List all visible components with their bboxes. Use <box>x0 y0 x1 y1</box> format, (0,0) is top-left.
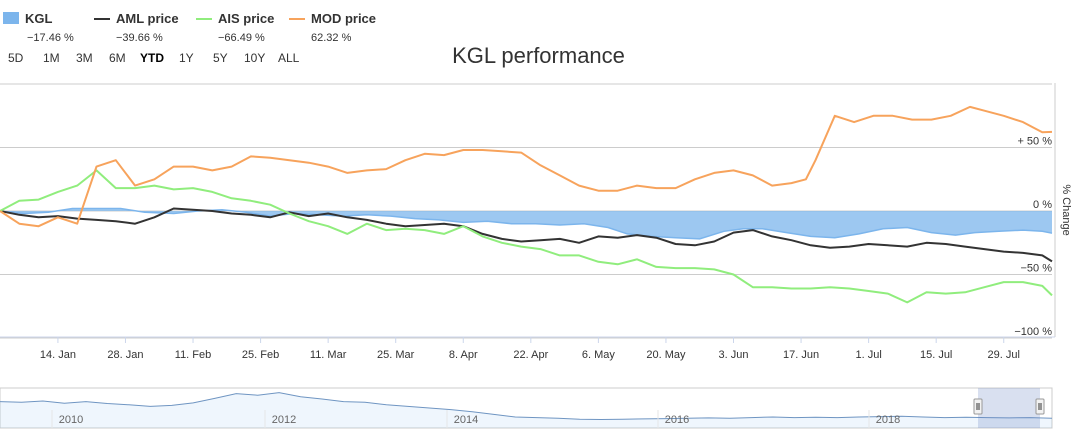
legend-label-ais: AIS price <box>218 11 275 26</box>
range-button-5y[interactable]: 5Y <box>213 51 228 65</box>
range-button-5d[interactable]: 5D <box>8 51 24 65</box>
legend-value-ais: −66.49 % <box>218 32 265 44</box>
legend-line-swatch <box>289 18 305 20</box>
x-tick-label: 25. Mar <box>377 349 415 361</box>
legend-item-mod[interactable]: MOD price 62.32 % <box>289 8 399 48</box>
legend-value-mod: 62.32 % <box>311 32 352 44</box>
x-tick-label: 17. Jun <box>783 349 819 361</box>
range-button-3m[interactable]: 3M <box>76 51 93 65</box>
legend-label-aml: AML price <box>116 11 179 26</box>
navigator-tick-label: 2012 <box>272 414 296 426</box>
navigator-tick-label: 2014 <box>454 414 478 426</box>
legend-value-kgl: −17.46 % <box>27 32 74 44</box>
x-tick-label: 14. Jan <box>40 349 76 361</box>
navigator-tick-label: 2016 <box>665 414 689 426</box>
legend-line-swatch <box>94 18 110 20</box>
navigator-selection[interactable] <box>978 388 1040 428</box>
legend-line-swatch <box>196 18 212 20</box>
plot-area[interactable] <box>0 105 1053 304</box>
y-tick-label: −50 % <box>1021 263 1053 275</box>
navigator-tick-label: 2010 <box>59 414 83 426</box>
series-line-mod-price[interactable] <box>0 105 1053 228</box>
range-button-10y[interactable]: 10Y <box>244 51 266 65</box>
legend-label-kgl: KGL <box>25 11 53 26</box>
x-tick-label: 6. May <box>582 349 616 361</box>
navigator-series <box>0 392 1053 421</box>
range-button-1y[interactable]: 1Y <box>179 51 194 65</box>
series-line-kgl[interactable] <box>0 207 1053 240</box>
legend-label-mod: MOD price <box>311 11 377 26</box>
y-axis-title: % Change <box>1060 184 1072 235</box>
chart-legend: KGL −17.46 % AML price −39.66 % AIS pric… <box>0 8 420 48</box>
y-tick-label: −100 % <box>1014 326 1052 338</box>
legend-value-aml: −39.66 % <box>116 32 163 44</box>
series-line-aml-price[interactable] <box>0 207 1053 263</box>
x-tick-label: 29. Jul <box>988 349 1020 361</box>
x-tick-label: 11. Mar <box>310 349 347 361</box>
x-tick-label: 3. Jun <box>719 349 749 361</box>
chart-title: KGL performance <box>452 43 625 68</box>
x-tick-label: 25. Feb <box>242 349 279 361</box>
navigator-handle[interactable] <box>1035 398 1045 415</box>
range-button-ytd[interactable]: YTD <box>140 51 164 65</box>
legend-item-kgl[interactable]: KGL −17.46 % <box>3 8 93 48</box>
grid <box>0 83 1056 339</box>
axes: + 50 % 0 % −50 % −100 % 14. Jan 28. Jan 11. Fe… <box>0 136 1055 361</box>
x-tick-label: 15. Jul <box>920 349 952 361</box>
range-button-6m[interactable]: 6M <box>109 51 126 65</box>
navigator-frame <box>0 387 1053 429</box>
x-tick-label: 1. Jul <box>855 349 881 361</box>
x-tick-label: 28. Jan <box>107 349 143 361</box>
range-button-1m[interactable]: 1M <box>43 51 60 65</box>
navigator-handle[interactable] <box>973 398 983 415</box>
x-tick-label: 20. May <box>646 349 686 361</box>
legend-area-swatch <box>3 12 19 24</box>
x-tick-label: 8. Apr <box>449 349 478 361</box>
navigator-tick-label: 2018 <box>876 414 900 426</box>
navigator[interactable]: 2010 2012 2014 2016 2018 <box>0 387 1053 429</box>
legend-item-aml[interactable]: AML price −39.66 % <box>94 8 194 48</box>
x-tick-label: 22. Apr <box>513 349 548 361</box>
range-button-all[interactable]: ALL <box>278 51 300 65</box>
series-line-ais-price[interactable] <box>0 169 1053 304</box>
x-tick-label: 11. Feb <box>175 349 212 361</box>
y-tick-label: + 50 % <box>1017 136 1052 148</box>
legend-item-ais[interactable]: AIS price −66.49 % <box>196 8 296 48</box>
navigator-series-fill <box>0 392 1052 428</box>
y-tick-label: 0 % <box>1033 199 1052 211</box>
